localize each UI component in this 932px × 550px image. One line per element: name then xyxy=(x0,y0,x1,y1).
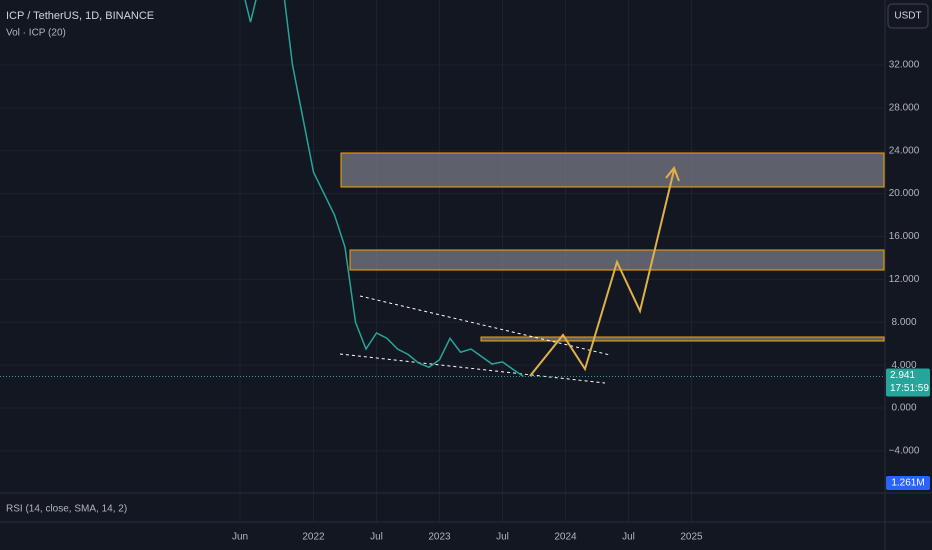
x-tick-label: 2022 xyxy=(302,532,325,543)
trend-line xyxy=(339,353,606,384)
x-tick-label: Jul xyxy=(622,532,635,543)
volume-value: 1.261M xyxy=(891,478,924,489)
x-tick-label: Jun xyxy=(232,532,248,543)
countdown: 17:51:59 xyxy=(890,383,929,394)
x-tick-label: Jul xyxy=(496,532,509,543)
currency-label[interactable]: USDT xyxy=(894,11,921,22)
x-tick-label: 2024 xyxy=(554,532,577,543)
x-tick-label: 2023 xyxy=(428,532,451,543)
x-tick-label: 2025 xyxy=(680,532,703,543)
trend-line xyxy=(359,295,611,356)
volume-badge xyxy=(886,476,930,490)
last-price-badge xyxy=(886,368,930,397)
x-tick-label: Jul xyxy=(370,532,383,543)
chart-title: ICP / TetherUS, 1D, BINANCE xyxy=(6,10,154,22)
y-tick-label: −4.000 xyxy=(889,446,920,457)
currency-button[interactable] xyxy=(887,3,929,29)
y-tick-label: 24.000 xyxy=(889,145,920,156)
y-tick-label: 12.000 xyxy=(889,274,920,285)
y-tick-label: 32.000 xyxy=(889,60,920,71)
y-tick-label: 4.000 xyxy=(891,360,916,371)
y-tick-label: 16.000 xyxy=(889,231,920,242)
y-tick-label: 8.000 xyxy=(891,317,916,328)
indicator-title: RSI (14, close, SMA, 14, 2) xyxy=(6,504,127,515)
projection-path xyxy=(529,169,675,377)
price-series xyxy=(244,0,524,378)
last-price-value: 2.941 xyxy=(890,370,915,381)
price-line xyxy=(244,0,524,378)
zone-box xyxy=(340,152,885,188)
zone-box xyxy=(480,336,885,342)
y-tick-label: 20.000 xyxy=(889,188,920,199)
projection-arrow xyxy=(665,166,680,182)
y-tick-label: 0.000 xyxy=(891,403,916,414)
volume-title: Vol · ICP (20) xyxy=(6,28,66,39)
y-tick-label: 28.000 xyxy=(889,102,920,113)
